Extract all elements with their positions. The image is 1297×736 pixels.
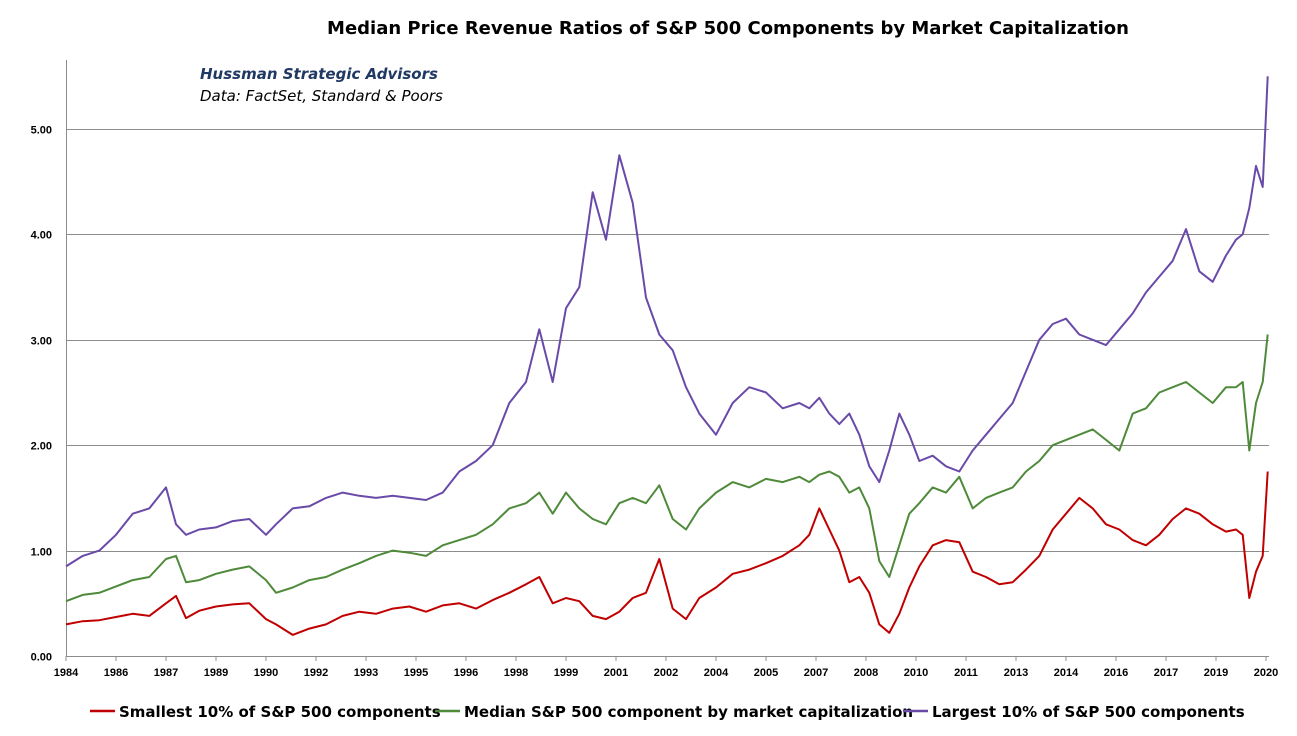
x-tick-label: 1998 — [504, 667, 528, 679]
series-line-largest — [65, 76, 1269, 568]
x-tick-label: 1984 — [54, 667, 79, 679]
x-tick-label: 2014 — [1054, 667, 1079, 679]
x-tick-label: 1986 — [104, 667, 128, 679]
x-tick-label: 2011 — [954, 667, 978, 679]
series-line-smallest — [65, 471, 1269, 636]
x-tick-label: 1993 — [354, 667, 378, 679]
legend: Smallest 10% of S&P 500 components Median… — [90, 703, 1245, 721]
y-tick-label: 4.00 — [31, 230, 52, 242]
x-tick-label: 2017 — [1154, 667, 1178, 679]
annotation-data-source: Data: FactSet, Standard & Poors — [200, 87, 443, 105]
x-tick-label: 2005 — [754, 667, 778, 679]
x-tick-label: 1996 — [454, 667, 478, 679]
series-line-median — [65, 334, 1269, 603]
x-tick-label: 2001 — [604, 667, 628, 679]
y-tick-label: 0.00 — [31, 652, 52, 664]
y-tick-label: 3.00 — [31, 336, 52, 348]
y-tick-label: 1.00 — [31, 547, 52, 559]
y-axis-ticks: 0.00 1.00 2.00 3.00 4.00 5.00 — [31, 125, 52, 664]
x-tick-label: 2013 — [1004, 667, 1028, 679]
x-tick-label: 2002 — [654, 667, 678, 679]
x-tick-label: 2008 — [854, 667, 878, 679]
x-tick-label: 1990 — [254, 667, 278, 679]
legend-label-largest: Largest 10% of S&P 500 components — [932, 703, 1245, 721]
x-tick-label: 1987 — [154, 667, 178, 679]
x-tick-label: 1995 — [404, 667, 428, 679]
gridlines — [66, 60, 1269, 657]
x-tick-label: 2016 — [1104, 667, 1128, 679]
series-lines — [65, 76, 1269, 636]
x-tick-label: 2019 — [1204, 667, 1228, 679]
annotation-source-firm: Hussman Strategic Advisors — [200, 65, 438, 83]
chart-title: Median Price Revenue Ratios of S&P 500 C… — [327, 18, 1129, 39]
x-tick-label: 1989 — [204, 667, 228, 679]
x-tick-label: 1992 — [304, 667, 328, 679]
legend-label-median: Median S&P 500 component by market capit… — [464, 703, 913, 721]
x-tick-label: 2004 — [704, 667, 729, 679]
x-axis-ticks: 1984 1986 1987 1989 1990 1992 1993 1995 1996 1998… — [54, 656, 1278, 679]
x-tick-label: 2020 — [1254, 667, 1278, 679]
y-tick-label: 5.00 — [31, 125, 52, 137]
x-tick-label: 1999 — [554, 667, 578, 679]
x-tick-label: 2010 — [904, 667, 928, 679]
x-tick-label: 2007 — [804, 667, 828, 679]
legend-label-smallest: Smallest 10% of S&P 500 components — [119, 703, 441, 721]
y-tick-label: 2.00 — [31, 441, 52, 453]
